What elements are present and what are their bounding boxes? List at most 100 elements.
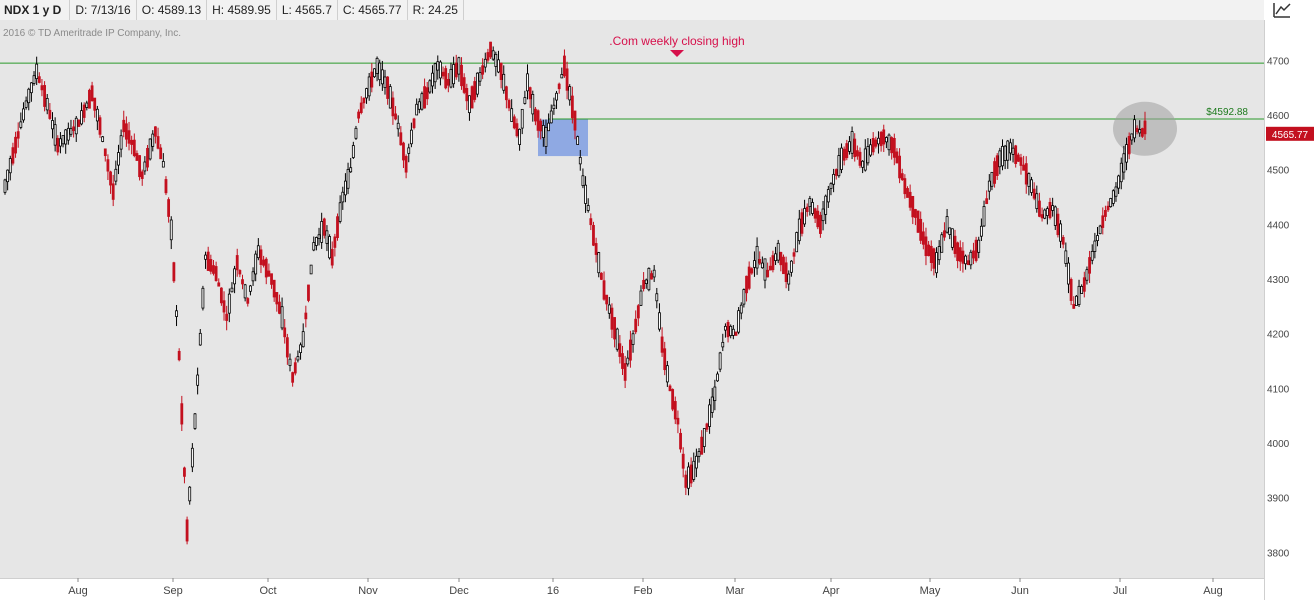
candle-body bbox=[402, 142, 405, 161]
candle-body bbox=[742, 289, 746, 305]
candle-body bbox=[586, 205, 590, 211]
candle-body bbox=[494, 53, 498, 67]
candle-body bbox=[713, 386, 717, 402]
candle-body bbox=[35, 63, 39, 80]
candle-body bbox=[454, 62, 458, 78]
candle-body bbox=[803, 208, 806, 225]
candle-body bbox=[77, 119, 81, 127]
candle-body bbox=[272, 279, 276, 298]
candle-body bbox=[428, 80, 432, 93]
y-tick-label: 4100 bbox=[1267, 384, 1290, 395]
candle-body bbox=[795, 232, 799, 253]
candle-body bbox=[190, 447, 194, 468]
candle-body bbox=[943, 230, 946, 238]
candle-body bbox=[813, 208, 817, 219]
candle-body bbox=[911, 195, 915, 218]
candle-body bbox=[565, 68, 569, 91]
candle-body bbox=[655, 293, 659, 302]
candle-body bbox=[523, 97, 527, 104]
candle-body bbox=[6, 169, 10, 183]
candle-body bbox=[705, 423, 709, 430]
candle-body bbox=[1001, 145, 1004, 167]
candle-body bbox=[219, 287, 223, 304]
candle-body bbox=[103, 148, 107, 157]
candle-body bbox=[510, 108, 514, 122]
candle-body bbox=[61, 135, 65, 145]
candle-body bbox=[692, 460, 696, 480]
x-tick-label: May bbox=[920, 585, 941, 597]
candle-body bbox=[721, 341, 725, 348]
candle-body bbox=[573, 110, 577, 131]
candle-body bbox=[895, 151, 899, 164]
candle-body bbox=[990, 171, 994, 187]
candle-body bbox=[610, 307, 614, 330]
candle-body bbox=[613, 317, 616, 340]
candle-body bbox=[1061, 237, 1065, 245]
candle-body bbox=[283, 327, 287, 338]
candle-body bbox=[687, 466, 690, 489]
candle-body bbox=[639, 290, 643, 306]
candle-body bbox=[48, 109, 52, 119]
candle-body bbox=[148, 138, 152, 160]
candle-body bbox=[758, 259, 762, 264]
candle-body bbox=[584, 184, 587, 204]
candle-body bbox=[906, 188, 909, 198]
drawing-tool-icon[interactable] bbox=[1272, 1, 1292, 19]
candle-body bbox=[671, 389, 675, 410]
candle-body bbox=[415, 103, 419, 116]
candle-body bbox=[74, 117, 78, 135]
candle-body bbox=[280, 306, 284, 329]
candle-body bbox=[1085, 269, 1089, 281]
candle-body bbox=[101, 136, 105, 142]
candle-body bbox=[808, 198, 812, 208]
candle-body bbox=[964, 255, 967, 265]
candle-body bbox=[832, 173, 836, 185]
candle-body bbox=[132, 139, 136, 157]
candle-body bbox=[1027, 173, 1031, 187]
candle-body bbox=[45, 98, 49, 111]
candle-body bbox=[478, 72, 482, 82]
candle-body bbox=[766, 269, 770, 278]
candle-body bbox=[370, 71, 374, 88]
candle-body bbox=[1127, 136, 1131, 155]
candle-body bbox=[53, 124, 57, 146]
low-readout: L: 4565.7 bbox=[277, 0, 338, 20]
candle-body bbox=[446, 78, 450, 86]
candle-body bbox=[270, 273, 273, 285]
y-tick-label: 4200 bbox=[1267, 330, 1290, 341]
candle-body bbox=[140, 171, 144, 179]
candle-body bbox=[27, 88, 31, 104]
candle-body bbox=[578, 157, 582, 165]
candle-body bbox=[502, 73, 506, 91]
x-tick-label: Sep bbox=[163, 585, 183, 597]
candle-body bbox=[539, 120, 543, 132]
candle-body bbox=[330, 248, 334, 266]
candle-body bbox=[291, 372, 295, 383]
candle-body bbox=[618, 343, 622, 357]
candle-body bbox=[201, 287, 205, 309]
plot-area bbox=[0, 20, 1264, 578]
candle-body bbox=[848, 141, 851, 152]
candle-body bbox=[842, 148, 846, 161]
candle-body bbox=[299, 344, 302, 354]
candle-body bbox=[206, 251, 210, 271]
candle-body bbox=[845, 143, 849, 159]
candle-body bbox=[43, 85, 46, 107]
candle-body bbox=[146, 147, 149, 168]
candle-body bbox=[349, 167, 353, 173]
candle-body bbox=[882, 129, 886, 145]
symbol-label[interactable]: NDX 1 y D bbox=[0, 0, 71, 20]
candle-body bbox=[489, 41, 492, 58]
candle-body bbox=[156, 136, 160, 149]
price-chart[interactable]: 2016 © TD Ameritrade IP Company, Inc. 380… bbox=[0, 20, 1316, 600]
candle-body bbox=[979, 225, 983, 237]
candle-body bbox=[225, 313, 229, 321]
candle-body bbox=[837, 155, 841, 177]
candle-body bbox=[312, 242, 316, 251]
candle-body bbox=[776, 242, 780, 261]
candle-body bbox=[88, 89, 91, 109]
candle-body bbox=[404, 156, 408, 173]
candle-body bbox=[1035, 193, 1039, 210]
candle-body bbox=[821, 208, 825, 222]
candle-body bbox=[1040, 214, 1044, 219]
